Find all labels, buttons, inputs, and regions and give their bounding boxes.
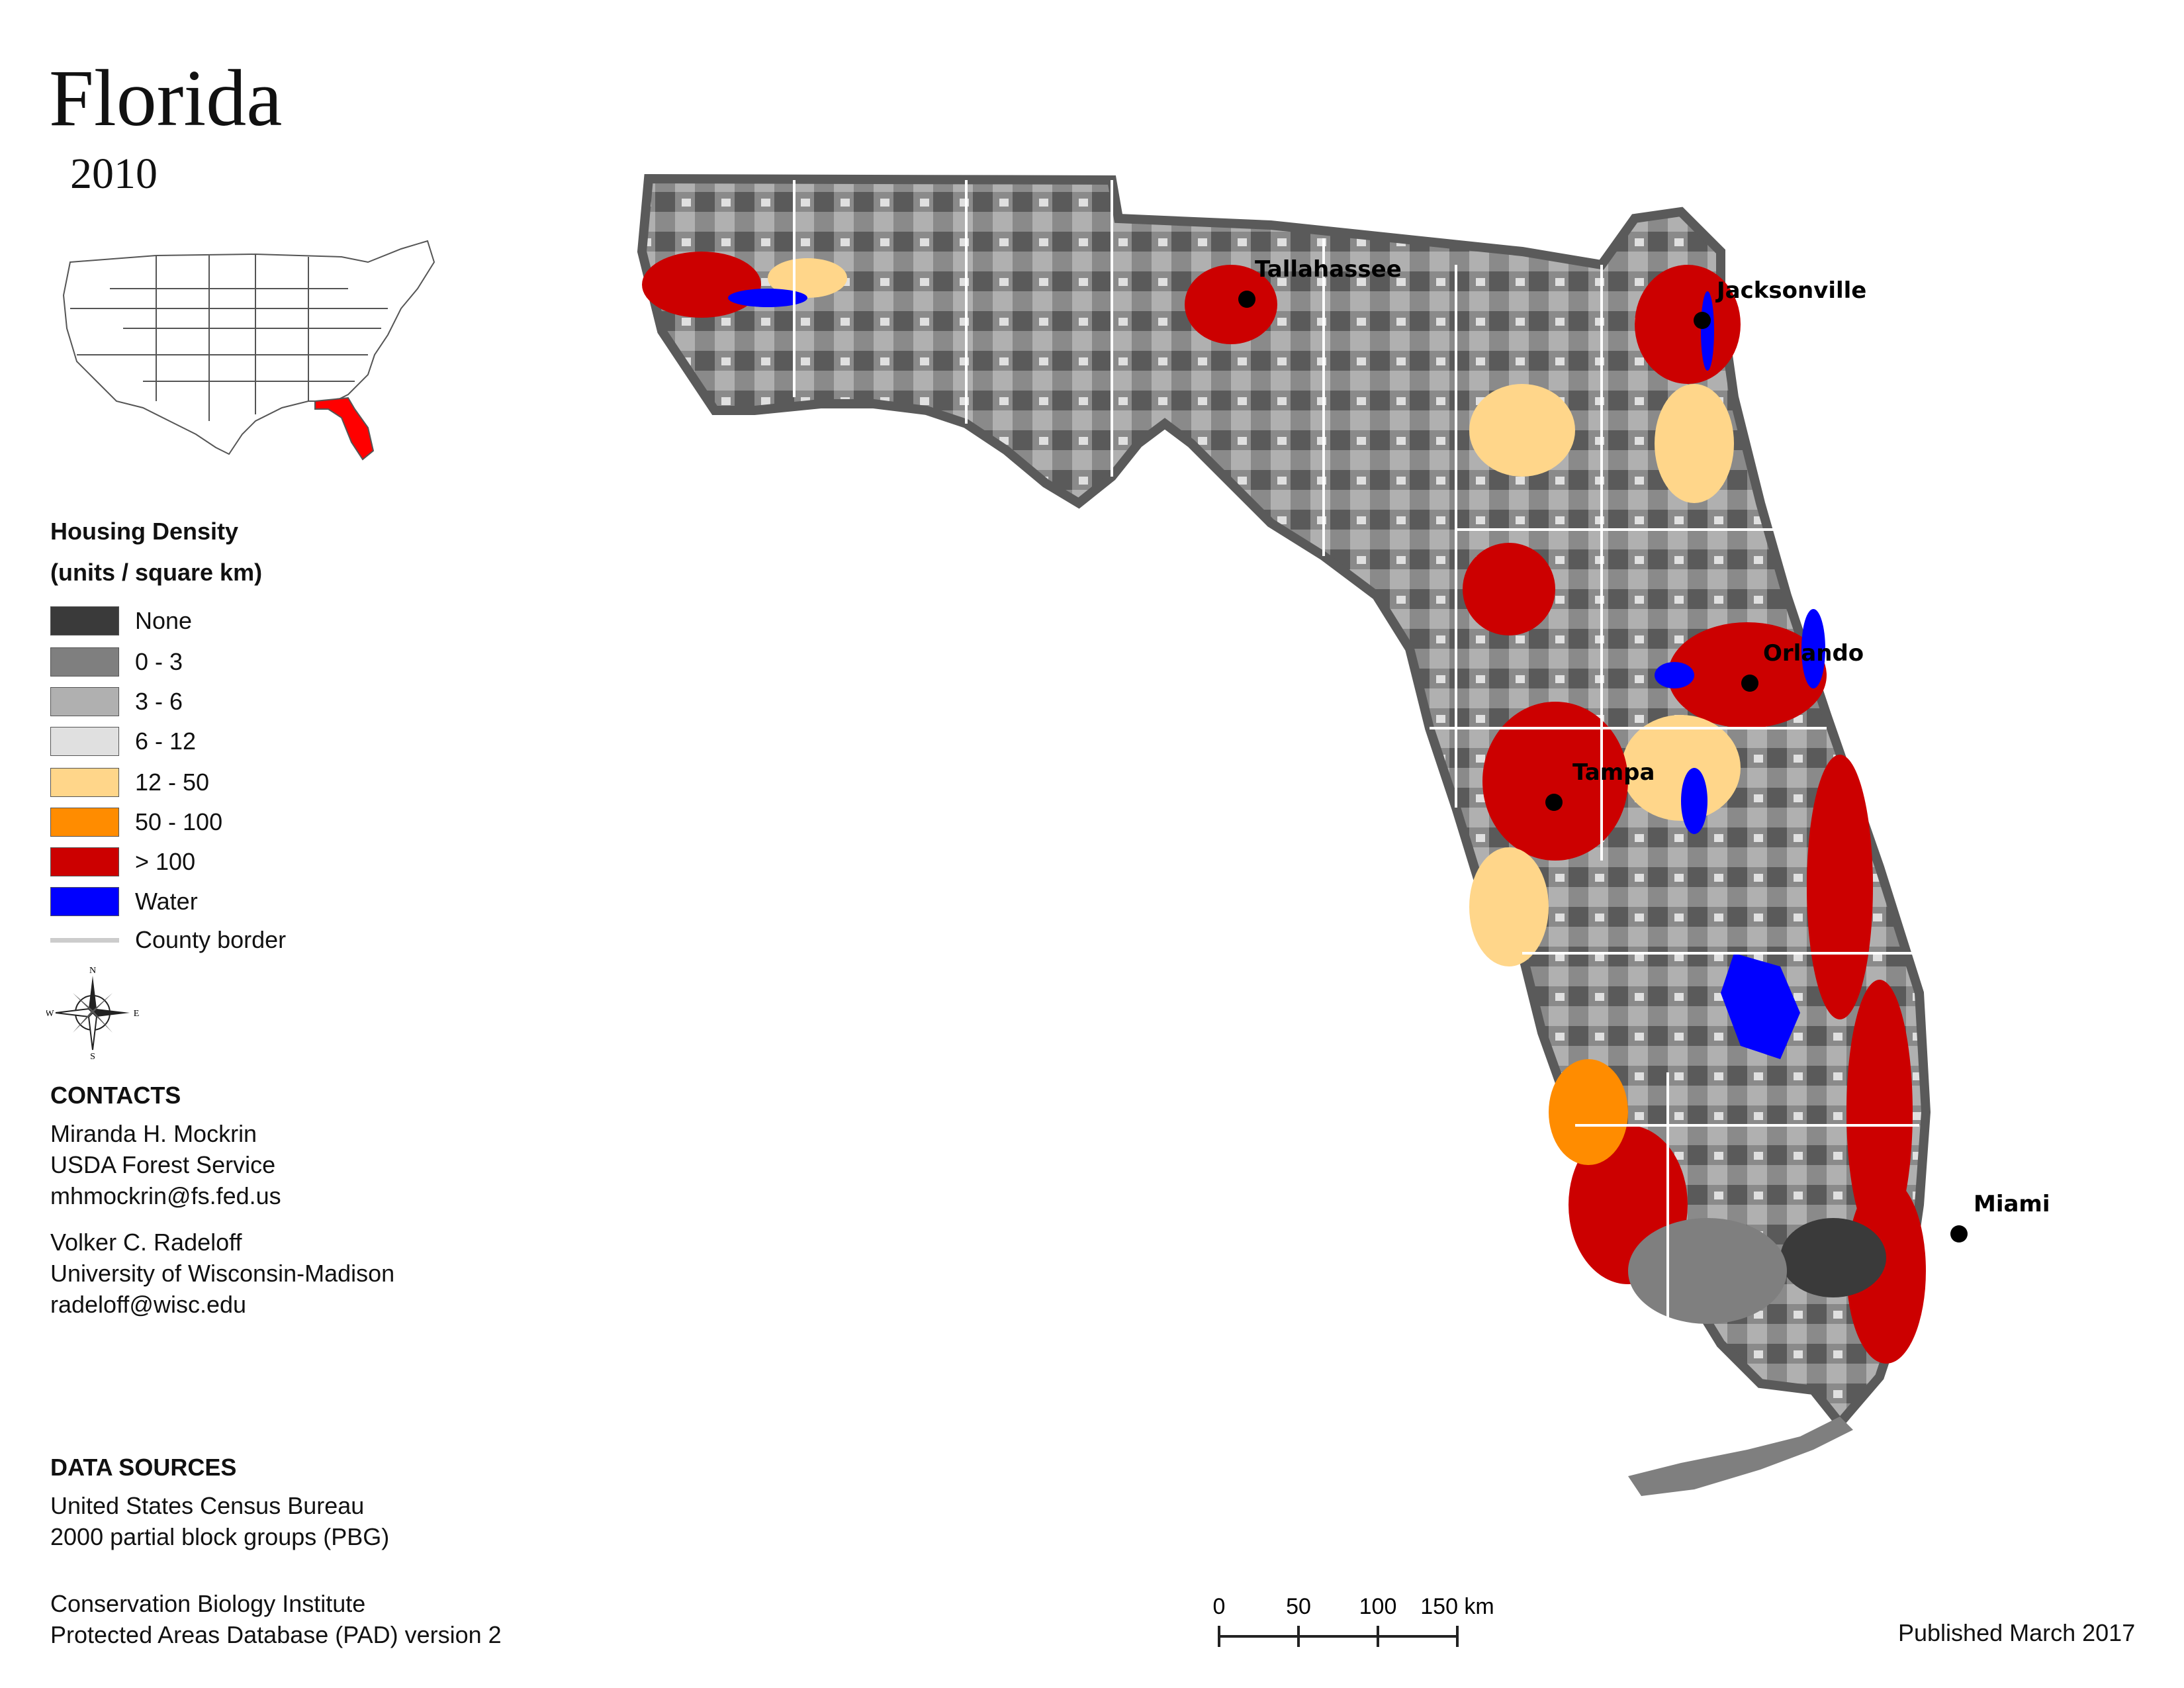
contact-mockrin: Miranda H. Mockrin USDA Forest Service m… (50, 1119, 281, 1211)
contact-email: radeloff@wisc.edu (50, 1290, 247, 1318)
legend-item-3-6: 3 - 6 (50, 686, 183, 718)
legend-label: 6 - 12 (135, 727, 197, 755)
legend-label: Water (135, 888, 198, 915)
contact-org: University of Wisconsin-Madison (50, 1259, 395, 1287)
florida-keys (1628, 1417, 1853, 1496)
contacts-heading: CONTACTS (50, 1082, 181, 1109)
source-line: 2000 partial block groups (PBG) (50, 1523, 390, 1550)
map-title: Florida (49, 54, 283, 143)
legend-subtitle: (units / square km) (50, 559, 263, 586)
legend-item-gt-100: > 100 (50, 846, 195, 878)
legend-item-0-3: 0 - 3 (50, 646, 183, 678)
us-locator-map (62, 240, 435, 461)
florida-highlight (314, 397, 375, 461)
legend-title: Housing Density (50, 518, 239, 545)
compass-e: E (134, 1009, 139, 1019)
scale-tick-150: 150 km (1420, 1594, 1494, 1619)
compass-n: N (89, 966, 96, 976)
compass-w: W (46, 1009, 54, 1019)
legend-label: > 100 (135, 848, 196, 875)
map-year: 2010 (70, 150, 158, 198)
legend-label: None (135, 607, 193, 634)
legend-item-12-50: 12 - 50 (50, 767, 209, 798)
water-bodies (728, 289, 1825, 1059)
jacksonville-marker (1694, 312, 1711, 329)
legend-item-county-border: County border (50, 924, 286, 956)
county-borders (793, 180, 1919, 1377)
scale-bar: 0 50 100 150 km (1213, 1594, 1494, 1647)
contact-org: USDA Forest Service (50, 1150, 276, 1178)
data-sources-heading: DATA SOURCES (50, 1454, 237, 1481)
county-border-swatch (50, 937, 119, 943)
contact-name: Volker C. Radeloff (50, 1229, 242, 1256)
tampa-marker (1545, 794, 1563, 811)
city-label-orlando: Orlando (1763, 640, 1864, 667)
scale-tick-100: 100 (1359, 1594, 1397, 1619)
legend-item-50-100: 50 - 100 (50, 806, 222, 838)
contact-email: mhmockrin@fs.fed.us (50, 1182, 281, 1209)
legend-item-water: Water (50, 886, 198, 917)
legend-label: 3 - 6 (135, 688, 183, 715)
legend-swatch (50, 606, 119, 635)
source-line: Conservation Biology Institute (50, 1590, 366, 1617)
legend-swatch (50, 887, 119, 916)
city-label-jacksonville: Jacksonville (1715, 277, 1866, 304)
scale-tick-0: 0 (1213, 1594, 1226, 1619)
published-date: Published March 2017 (1898, 1619, 2136, 1646)
city-label-tallahassee: Tallahassee (1255, 256, 1402, 283)
scale-tick-50: 50 (1286, 1594, 1311, 1619)
compass-s: S (90, 1052, 95, 1059)
city-label-tampa: Tampa (1572, 759, 1655, 786)
contact-name: Miranda H. Mockrin (50, 1120, 257, 1147)
tallahassee-marker (1238, 291, 1255, 308)
legend-swatch (50, 687, 119, 716)
source-line: United States Census Bureau (50, 1492, 365, 1519)
city-label-miami: Miami (1974, 1191, 2050, 1217)
florida-housing-density-map: Tallahassee Jacksonville Orlando Tampa M… (637, 173, 2050, 1496)
compass-rose-icon: N S E W (46, 966, 139, 1059)
legend-swatch (50, 727, 119, 756)
contact-radeloff: Volker C. Radeloff University of Wiscons… (50, 1227, 394, 1320)
legend-swatch (50, 808, 119, 837)
data-source-census: United States Census Bureau 2000 partial… (50, 1491, 389, 1553)
legend-swatch (50, 647, 119, 677)
legend-label: 12 - 50 (135, 769, 210, 796)
legend-item-6-12: 6 - 12 (50, 726, 196, 757)
miami-marker (1950, 1225, 1968, 1243)
source-line: Protected Areas Database (PAD) version 2 (50, 1620, 502, 1648)
data-source-cbi: Conservation Biology Institute Protected… (50, 1589, 502, 1651)
legend-label: County border (135, 926, 287, 953)
legend-item-none: None (50, 605, 192, 637)
legend-label: 50 - 100 (135, 808, 223, 835)
legend-label: 0 - 3 (135, 648, 183, 675)
legend-swatch (50, 768, 119, 797)
orlando-marker (1741, 675, 1758, 692)
legend-swatch (50, 847, 119, 876)
city-markers: Tallahassee Jacksonville Orlando Tampa M… (1238, 256, 2050, 1243)
